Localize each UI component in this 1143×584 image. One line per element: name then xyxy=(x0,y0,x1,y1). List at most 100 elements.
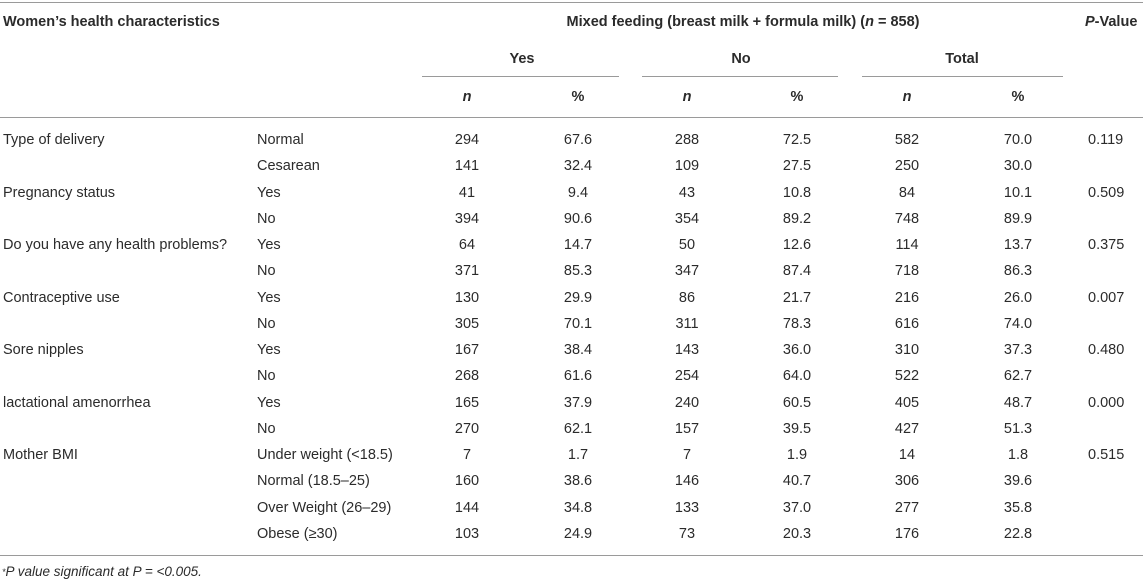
total-group-underline xyxy=(862,76,1063,77)
total-n-cell: 216 xyxy=(894,289,920,306)
no-n-cell: 43 xyxy=(678,184,696,201)
no-n-header: n xyxy=(682,89,692,105)
level-cell: Yes xyxy=(257,184,281,201)
total-n-header: n xyxy=(902,89,912,105)
subgroup-total: Total xyxy=(945,51,979,67)
p-value-cell: 0.480 xyxy=(1088,342,1125,358)
no-n-cell: 7 xyxy=(682,447,692,463)
total-n-cell: 250 xyxy=(894,158,920,175)
no-n-cell: 311 xyxy=(675,315,699,332)
total-pct-cell: 74.0 xyxy=(1003,315,1033,332)
top-rule xyxy=(0,2,1143,3)
category-cell: Type of delivery xyxy=(3,132,105,148)
footnote-text: P value significant at P = <0.005. xyxy=(5,564,202,579)
yes-n-cell: 394 xyxy=(454,210,480,227)
level-cell: Yes xyxy=(257,342,281,358)
p-value-cell: 0.515 xyxy=(1088,447,1125,463)
total-n-cell: 176 xyxy=(894,525,920,542)
no-pct-cell: 27.5 xyxy=(782,158,812,175)
yes-n-cell: 41 xyxy=(458,184,476,201)
yes-n-cell: 270 xyxy=(454,420,480,437)
total-pct-cell: 30.0 xyxy=(1003,158,1033,175)
yes-pct-cell: 14.7 xyxy=(563,237,593,253)
total-pct-cell: 86.3 xyxy=(1003,263,1033,280)
level-cell: No xyxy=(257,420,276,437)
no-n-cell: 347 xyxy=(674,263,700,280)
yes-n-cell: 160 xyxy=(454,473,480,490)
yes-pct-cell: 1.7 xyxy=(567,447,589,463)
yes-n-cell: 268 xyxy=(454,368,480,385)
no-pct-cell: 21.7 xyxy=(782,289,812,306)
yes-pct-cell: 38.6 xyxy=(563,473,593,490)
group-title: Mixed feeding (breast milk + formula mil… xyxy=(567,13,920,31)
subgroup-yes: Yes xyxy=(509,51,535,67)
level-cell: Over Weight (26–29) xyxy=(257,499,392,516)
yes-pct-cell: 67.6 xyxy=(563,132,593,148)
no-n-cell: 146 xyxy=(674,473,700,490)
yes-pct-cell: 90.6 xyxy=(563,210,593,227)
total-pct-cell: 51.3 xyxy=(1003,420,1033,437)
yes-pct-cell: 34.8 xyxy=(563,499,593,516)
yes-n-cell: 167 xyxy=(454,342,480,358)
category-cell: Pregnancy status xyxy=(3,184,116,201)
level-cell: Normal xyxy=(257,132,304,148)
yes-n-cell: 294 xyxy=(454,132,480,148)
yes-pct-cell: 70.1 xyxy=(563,315,593,332)
category-cell: Mother BMI xyxy=(3,447,78,463)
p-value-cell: 0.000 xyxy=(1088,394,1125,411)
level-cell: No xyxy=(257,263,276,280)
yes-pct-cell: 62.1 xyxy=(563,420,593,437)
total-n-cell: 277 xyxy=(894,499,920,516)
category-cell: Do you have any health problems? xyxy=(3,237,228,253)
total-n-cell: 114 xyxy=(895,237,919,253)
level-cell: Normal (18.5–25) xyxy=(257,473,370,490)
p-value-cell: 0.119 xyxy=(1088,132,1124,148)
yes-n-cell: 130 xyxy=(454,289,480,306)
total-n-cell: 310 xyxy=(894,342,920,358)
no-pct-header: % xyxy=(790,89,804,105)
level-cell: Yes xyxy=(257,289,281,306)
no-n-cell: 109 xyxy=(674,158,700,175)
no-n-cell: 354 xyxy=(674,210,700,227)
yes-n-cell: 144 xyxy=(454,499,480,516)
yes-pct-cell: 32.4 xyxy=(563,158,593,175)
level-cell: Cesarean xyxy=(257,158,320,175)
category-cell: lactational amenorrhea xyxy=(3,394,151,411)
yes-n-cell: 64 xyxy=(458,237,476,253)
total-n-cell: 84 xyxy=(898,184,916,201)
total-pct-cell: 70.0 xyxy=(1003,132,1033,148)
no-n-cell: 86 xyxy=(678,289,696,306)
total-pct-cell: 37.3 xyxy=(1003,342,1033,358)
yes-n-cell: 165 xyxy=(454,394,480,411)
no-n-cell: 254 xyxy=(674,368,700,385)
yes-n-cell: 371 xyxy=(454,263,480,280)
p-value-header: P-Value xyxy=(1085,13,1137,31)
yes-pct-cell: 61.6 xyxy=(563,368,593,385)
category-cell: Contraceptive use xyxy=(3,289,120,306)
header-bottom-rule xyxy=(0,117,1143,118)
no-pct-cell: 87.4 xyxy=(782,263,812,280)
footnote-star: * xyxy=(2,567,6,577)
no-pct-cell: 64.0 xyxy=(782,368,812,385)
yes-pct-cell: 24.9 xyxy=(563,525,593,542)
yes-pct-cell: 9.4 xyxy=(567,184,589,201)
total-pct-cell: 10.1 xyxy=(1003,184,1033,201)
total-pct-cell: 1.8 xyxy=(1007,447,1029,463)
no-pct-cell: 20.3 xyxy=(782,525,812,542)
yes-pct-cell: 85.3 xyxy=(563,263,593,280)
total-n-cell: 748 xyxy=(894,210,920,227)
total-n-cell: 522 xyxy=(894,368,920,385)
yes-group-underline xyxy=(422,76,619,77)
yes-pct-cell: 37.9 xyxy=(563,394,593,411)
group-title-prefix: Mixed feeding (breast milk + formula mil… xyxy=(566,14,866,30)
group-title-n: n xyxy=(865,14,874,30)
total-pct-header: % xyxy=(1011,89,1025,105)
yes-n-cell: 103 xyxy=(454,525,480,542)
yes-n-cell: 305 xyxy=(454,315,480,332)
p-value-p: P xyxy=(1085,14,1095,30)
no-pct-cell: 1.9 xyxy=(786,447,808,463)
no-group-underline xyxy=(642,76,838,77)
no-pct-cell: 36.0 xyxy=(782,342,812,358)
subgroup-no: No xyxy=(731,51,751,67)
